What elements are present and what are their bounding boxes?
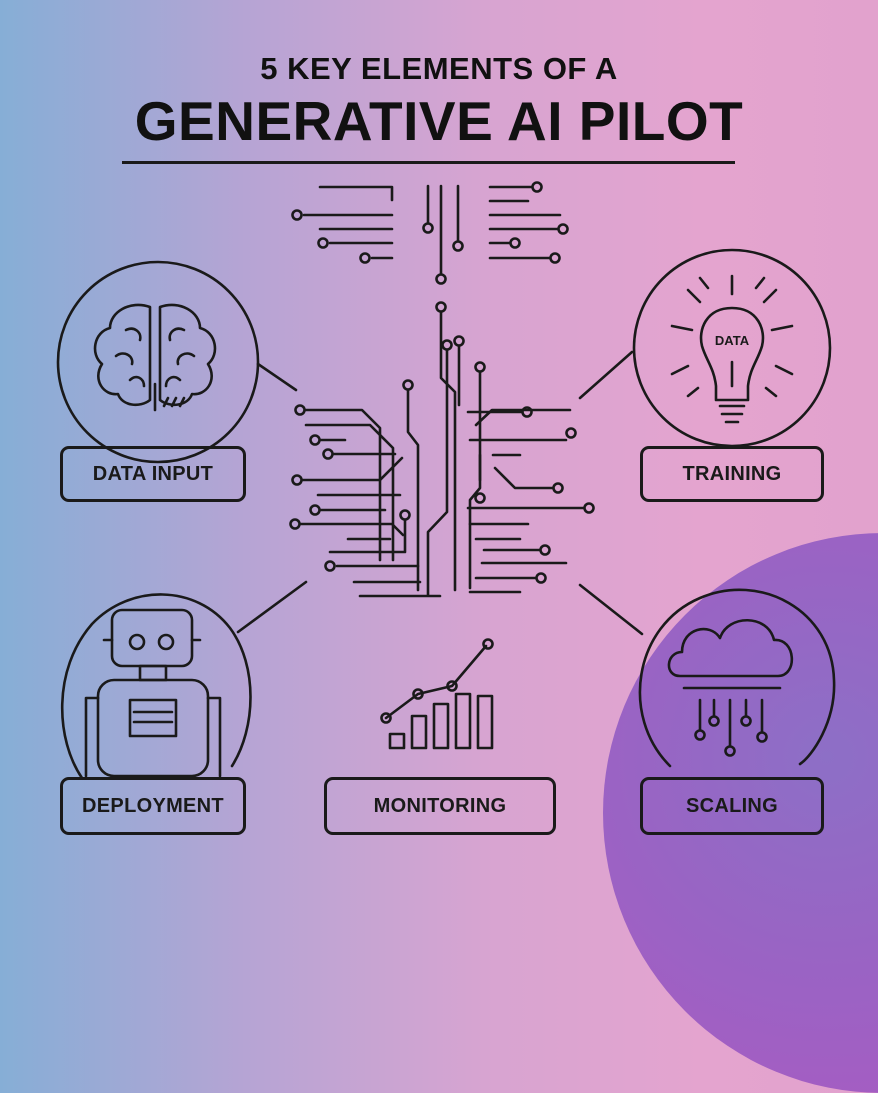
deployment-circle — [60, 593, 252, 780]
deployment-label: DEPLOYMENT — [60, 777, 246, 835]
connector-deployment — [236, 580, 308, 634]
data-input-circle — [56, 260, 260, 464]
connector-training — [578, 350, 634, 400]
monitoring-label: MONITORING — [324, 777, 556, 835]
title-divider — [122, 161, 735, 164]
training-label: TRAINING — [640, 446, 824, 502]
scaling-label: SCALING — [640, 777, 824, 835]
top-circuit-icon — [291, 181, 569, 285]
connector-scaling — [578, 583, 644, 636]
central-circuit-tree-icon — [289, 301, 595, 598]
title-line-1: 5 KEY ELEMENTS OF A — [260, 51, 618, 86]
lightbulb-icon — [670, 274, 794, 424]
diagram-artwork: DATA — [56, 181, 836, 780]
cloud-icon — [667, 618, 794, 757]
lightbulb-data-text: DATA — [715, 333, 750, 348]
scaling-circle — [638, 588, 836, 768]
title-line-2: GENERATIVE AI PILOT — [134, 90, 744, 152]
robot-icon — [84, 608, 222, 778]
connector-data-input — [256, 362, 298, 392]
chart-icon — [380, 638, 494, 750]
brain-icon — [93, 303, 217, 412]
data-input-label: DATA INPUT — [60, 446, 246, 502]
